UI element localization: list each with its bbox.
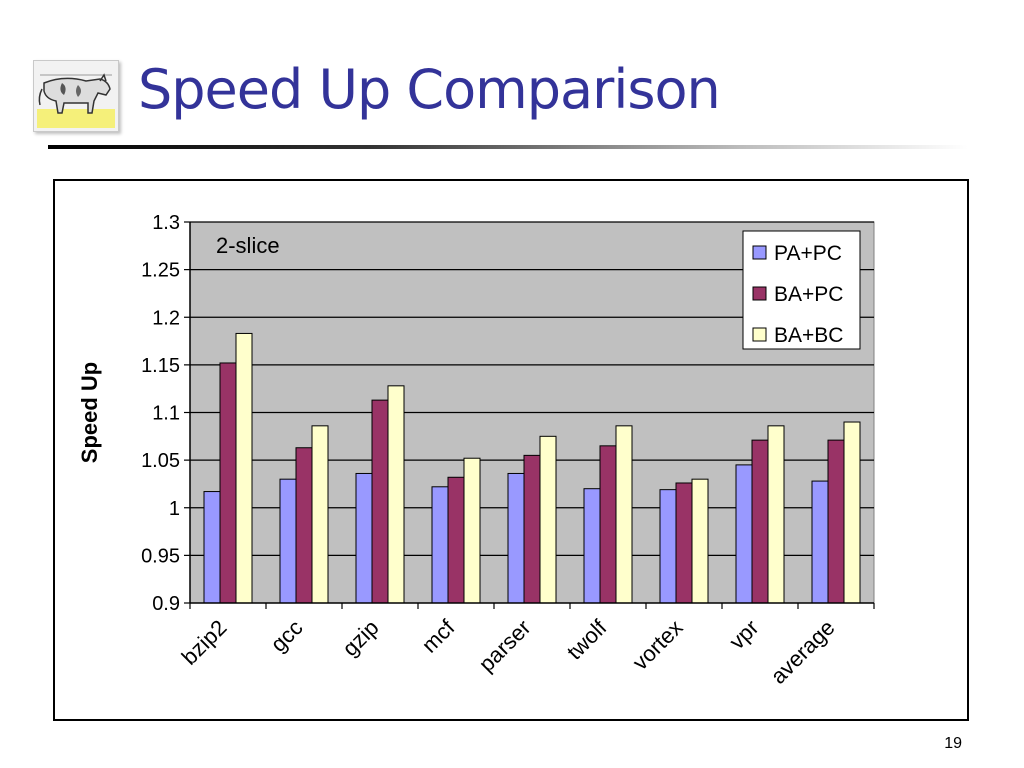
bar-ba-bc-parser	[539, 435, 557, 604]
bar-pa-pc-average	[811, 480, 829, 604]
bar-ba-pc-gzip	[371, 399, 389, 604]
bar-pa-pc-vortex	[659, 489, 677, 604]
y-axis-label: Speed Up	[77, 362, 102, 463]
y-tick-label: 0.9	[152, 593, 180, 615]
x-tick-label: twolf	[562, 614, 612, 664]
slide-title: Speed Up Comparison	[138, 58, 721, 121]
title-divider	[48, 145, 968, 149]
legend-label: BA+BC	[774, 324, 843, 347]
legend-swatch	[752, 245, 767, 260]
bar-pa-pc-gzip	[355, 472, 373, 604]
x-tick-label: vpr	[724, 615, 763, 654]
bars	[203, 332, 861, 604]
bar-pa-pc-twolf	[583, 488, 601, 604]
y-tick-label: 0.95	[141, 545, 180, 567]
bar-ba-bc-mcf	[463, 457, 481, 604]
bar-ba-pc-gcc	[295, 447, 313, 604]
bar-ba-pc-mcf	[447, 476, 465, 604]
bar-pa-pc-vpr	[735, 464, 753, 604]
bar-ba-pc-parser	[523, 454, 541, 604]
y-tick-label: 1.15	[141, 355, 180, 377]
x-tick-label: gcc	[266, 615, 308, 657]
y-tick-label: 1.05	[141, 450, 180, 472]
slide-number: 19	[944, 735, 962, 752]
bar-ba-pc-vpr	[751, 439, 769, 604]
x-tick-label: parser	[474, 615, 536, 677]
axes	[184, 221, 875, 609]
legend-swatch	[752, 286, 767, 301]
bar-ba-pc-vortex	[675, 482, 693, 604]
cow-icon	[34, 61, 118, 131]
legend-swatch	[752, 327, 767, 342]
bar-ba-bc-gcc	[311, 425, 329, 604]
speedup-bar-chart: 0.9 0.95 1 1.05 1.1 1.15 1.2 1.25 1.3 bzip2 gcc gzi…	[77, 212, 875, 689]
bar-ba-bc-average	[843, 421, 861, 604]
legend: PA+PC BA+PC BA+BC	[742, 230, 861, 350]
bar-ba-pc-twolf	[599, 445, 617, 604]
cow-logo	[33, 60, 119, 132]
bar-pa-pc-mcf	[431, 486, 449, 604]
chart-annotation: 2-slice	[216, 233, 280, 258]
y-tick-label: 1.3	[152, 212, 180, 234]
y-tick-label: 1.25	[141, 260, 180, 282]
bar-ba-bc-vpr	[767, 425, 785, 604]
bar-ba-pc-bzip2	[219, 362, 237, 604]
x-tick-label: average	[766, 615, 840, 689]
bar-ba-bc-bzip2	[235, 332, 253, 604]
y-tick-label: 1.1	[152, 403, 180, 425]
bar-ba-bc-gzip	[387, 385, 405, 604]
bar-pa-pc-bzip2	[203, 491, 221, 604]
legend-label: BA+PC	[774, 283, 843, 306]
x-tick-label: mcf	[417, 614, 460, 657]
bar-pa-pc-gcc	[279, 478, 297, 604]
y-tick-label: 1.2	[152, 307, 180, 329]
chart-frame: 0.9 0.95 1 1.05 1.1 1.15 1.2 1.25 1.3 bzip2 gcc gzi…	[53, 179, 969, 721]
x-tick-label: gzip	[337, 615, 383, 661]
bar-ba-bc-twolf	[615, 425, 633, 604]
bar-pa-pc-parser	[507, 472, 525, 604]
bar-ba-pc-average	[827, 439, 845, 604]
x-tick-label: vortex	[627, 615, 687, 675]
bar-ba-bc-vortex	[691, 478, 709, 604]
x-tick-label: bzip2	[177, 615, 232, 670]
y-tick-label: 1	[169, 498, 180, 520]
legend-label: PA+PC	[774, 242, 842, 265]
